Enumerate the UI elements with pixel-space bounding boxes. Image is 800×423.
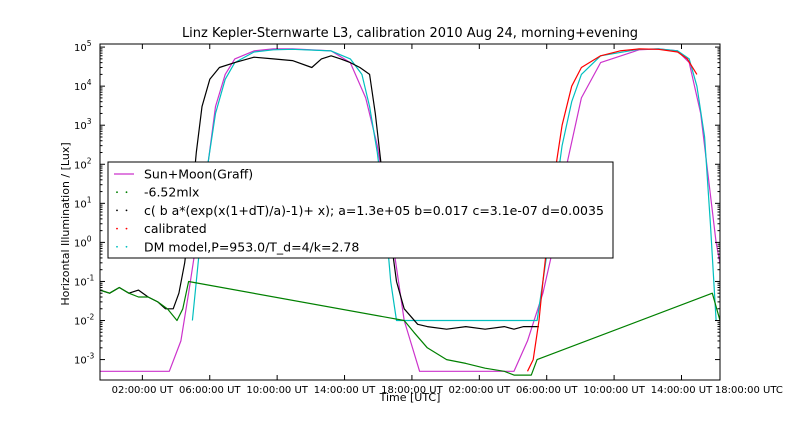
- x-tick-label: 06:00:00 UT: [516, 385, 578, 396]
- legend-swatch-dot: [125, 245, 128, 248]
- legend-swatch-dot: [116, 245, 118, 248]
- chart-title: Linz Kepler-Sternwarte L3, calibration 2…: [182, 26, 638, 41]
- x-tick-label: 14:00:00 UT: [651, 385, 713, 396]
- x-tick-label: 02:00:00 UT: [112, 385, 174, 396]
- x-tick-label: 02:00:00 UT: [449, 385, 511, 396]
- legend-label: c( b a*(exp(x(1+dT)/a)-1)+ x); a=1.3e+05…: [144, 203, 604, 218]
- legend-swatch-dot: [125, 209, 128, 212]
- legend-label: -6.52mlx: [144, 185, 199, 200]
- x-tick-label: 06:00:00 UT: [179, 385, 241, 396]
- y-axis-label: Horizontal Illumination / [Lux]: [59, 142, 72, 305]
- legend-swatch-dot: [125, 191, 128, 194]
- legend-entries: Sun+Moon(Graff) -6.52mlx c( b a*(exp(x(1+d…: [114, 167, 604, 254]
- x-tick-label: 10:00:00 UT: [246, 385, 308, 396]
- series-line-2: [100, 55, 539, 330]
- legend: Sun+Moon(Graff) -6.52mlx c( b a*(exp(x(1+d…: [107, 161, 614, 259]
- legend-label: DM model,P=953.0/T_d=4/k=2.78: [144, 239, 359, 254]
- x-tick-label: 14:00:00 UT: [314, 385, 376, 396]
- legend-label: Sun+Moon(Graff): [144, 167, 253, 182]
- series-line-3: [100, 280, 720, 376]
- series-line-1: [191, 48, 717, 322]
- legend-swatch-dot: [116, 227, 118, 230]
- legend-label: calibrated: [144, 221, 207, 236]
- legend-box: [107, 161, 614, 259]
- x-tick-label: 10:00:00 UT: [583, 385, 645, 396]
- x-axis-ticks: 02:00:00 UT 06:00:00 UT 10:00:00 UT 14:00:0…: [112, 44, 783, 396]
- x-tick-label: 18:00:00 UT: [381, 385, 443, 396]
- legend-swatch-dot: [116, 191, 118, 194]
- legend-swatch-dot: [125, 227, 128, 230]
- x-tick-label: 18:00:00 UTC: [715, 385, 783, 396]
- series-line-4: [526, 48, 698, 372]
- x-axis-label: Time [UTC]: [379, 391, 441, 404]
- legend-swatch-dot: [116, 209, 118, 212]
